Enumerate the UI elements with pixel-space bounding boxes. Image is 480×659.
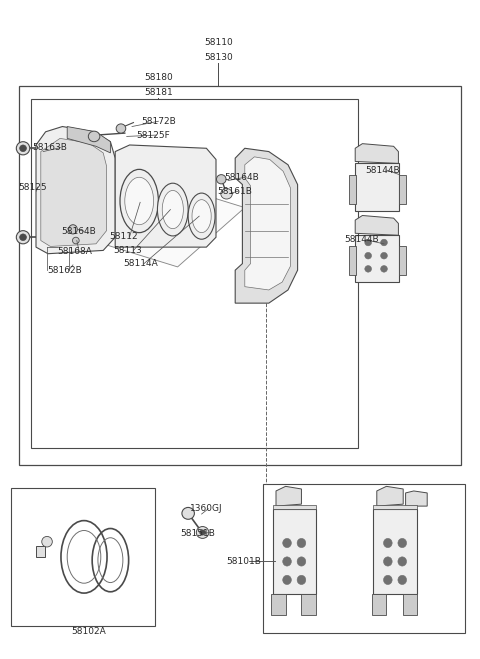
Ellipse shape (16, 142, 30, 155)
Text: 58161B: 58161B (217, 186, 252, 196)
Polygon shape (301, 594, 316, 615)
Ellipse shape (297, 557, 306, 566)
Polygon shape (235, 148, 298, 303)
Bar (273, 509, 316, 594)
Text: 58164B: 58164B (225, 173, 259, 182)
Ellipse shape (381, 252, 387, 259)
Ellipse shape (216, 175, 226, 184)
Bar (36, 546, 45, 557)
Bar (273, 505, 316, 509)
Text: 58180: 58180 (144, 73, 173, 82)
Ellipse shape (162, 190, 183, 229)
Polygon shape (276, 486, 301, 506)
Ellipse shape (72, 237, 79, 244)
Polygon shape (245, 157, 290, 290)
Ellipse shape (283, 538, 291, 548)
Ellipse shape (297, 575, 306, 585)
Ellipse shape (283, 575, 291, 585)
Text: 58144B: 58144B (365, 165, 399, 175)
Ellipse shape (157, 183, 188, 236)
Ellipse shape (381, 266, 387, 272)
Ellipse shape (120, 169, 158, 233)
Bar (263, 484, 465, 633)
Ellipse shape (20, 145, 26, 152)
Ellipse shape (125, 177, 154, 225)
Polygon shape (406, 491, 427, 506)
Ellipse shape (365, 252, 372, 259)
Ellipse shape (384, 575, 392, 585)
Ellipse shape (196, 527, 209, 538)
Text: 58110: 58110 (204, 38, 233, 47)
Ellipse shape (88, 131, 100, 142)
Text: 58181: 58181 (144, 88, 173, 97)
Ellipse shape (381, 239, 387, 246)
Ellipse shape (398, 575, 407, 585)
Bar (373, 505, 417, 509)
Text: 58113: 58113 (113, 246, 142, 255)
Ellipse shape (192, 200, 211, 233)
Bar (355, 163, 399, 211)
Ellipse shape (182, 507, 194, 519)
Polygon shape (115, 145, 216, 247)
Polygon shape (403, 594, 417, 615)
Polygon shape (372, 594, 386, 615)
Polygon shape (271, 594, 286, 615)
Text: 1360GJ: 1360GJ (190, 504, 223, 513)
Ellipse shape (20, 234, 26, 241)
Text: 58101B: 58101B (227, 557, 262, 566)
Ellipse shape (384, 557, 392, 566)
Bar (31, 99, 358, 448)
Text: 58125F: 58125F (136, 130, 169, 140)
Ellipse shape (398, 538, 407, 548)
Ellipse shape (365, 239, 372, 246)
Ellipse shape (283, 557, 291, 566)
Bar (349, 175, 356, 204)
Ellipse shape (297, 538, 306, 548)
Ellipse shape (384, 538, 392, 548)
Polygon shape (36, 127, 115, 254)
Text: 58163B: 58163B (33, 143, 68, 152)
Ellipse shape (221, 188, 232, 199)
Ellipse shape (365, 266, 372, 272)
Bar (355, 235, 399, 282)
Polygon shape (355, 144, 398, 163)
Bar (399, 246, 406, 275)
Ellipse shape (116, 124, 126, 133)
Bar (19, 86, 461, 465)
Polygon shape (355, 215, 398, 235)
Bar (373, 509, 417, 594)
Text: 58164B: 58164B (61, 227, 96, 236)
Text: 58114A: 58114A (123, 259, 157, 268)
Text: 58162B: 58162B (47, 266, 82, 275)
Ellipse shape (69, 225, 77, 234)
Text: 58102A: 58102A (71, 627, 106, 636)
Ellipse shape (188, 193, 215, 239)
Polygon shape (82, 178, 245, 267)
Ellipse shape (42, 536, 52, 547)
Polygon shape (41, 138, 107, 246)
Bar (349, 246, 356, 275)
Ellipse shape (200, 530, 205, 535)
Text: 58168A: 58168A (58, 247, 93, 256)
Text: 58125: 58125 (18, 183, 47, 192)
Ellipse shape (16, 231, 30, 244)
Polygon shape (67, 127, 110, 153)
Text: 58130: 58130 (204, 53, 233, 63)
Text: 58144B: 58144B (345, 235, 379, 244)
Bar (11, 488, 155, 626)
Bar (399, 175, 406, 204)
Ellipse shape (398, 557, 407, 566)
Text: 58112: 58112 (109, 232, 138, 241)
Polygon shape (377, 486, 403, 506)
Text: 58151B: 58151B (180, 529, 216, 538)
Text: 58172B: 58172B (142, 117, 176, 126)
